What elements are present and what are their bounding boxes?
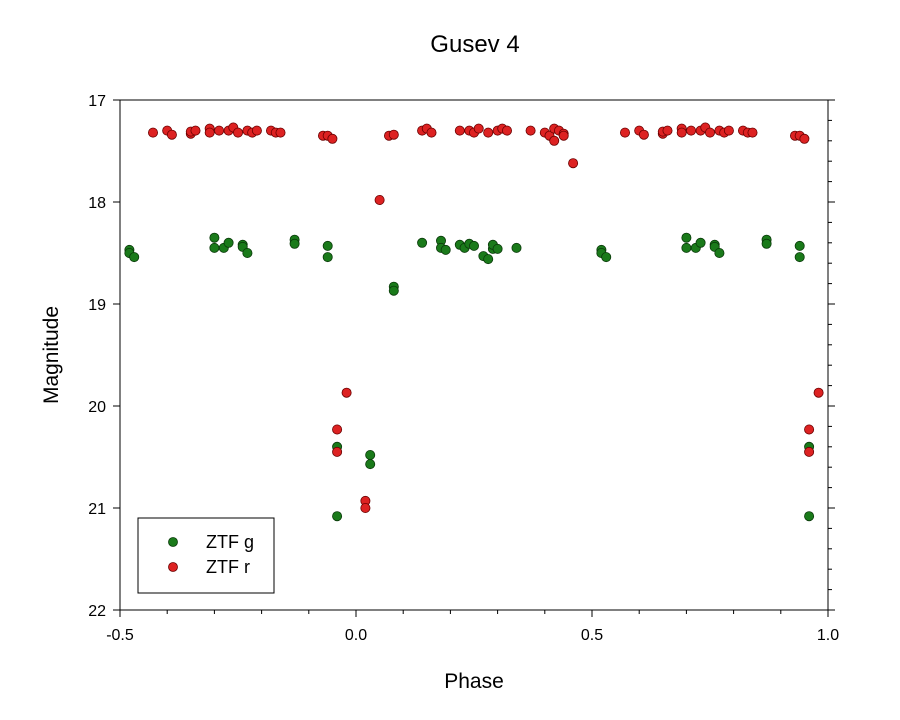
data-point (440, 244, 451, 255)
x-tick-label: 1.0 (817, 627, 839, 644)
data-point (147, 127, 158, 138)
x-axis-title: Phase (444, 670, 504, 693)
data-point (568, 158, 579, 169)
y-tick-label: 22 (88, 603, 106, 620)
data-point (388, 285, 399, 296)
axis-ticks: -0.5 0.0 0.5 1.0 17 18 19 20 21 22 (88, 93, 839, 644)
data-point (681, 232, 692, 243)
data-point (223, 237, 234, 248)
data-point (322, 240, 333, 251)
data-point (365, 449, 376, 460)
legend-box (137, 517, 275, 594)
data-point (695, 237, 706, 248)
data-point (804, 424, 815, 435)
x-tick-label: 0.0 (345, 627, 367, 644)
data-point (549, 135, 560, 146)
data-point (638, 129, 649, 140)
legend-label-ztf-g: ZTF g (206, 532, 254, 552)
data-point (473, 123, 484, 134)
data-point (794, 240, 805, 251)
legend-label-ztf-r: ZTF r (206, 557, 250, 577)
data-point (374, 194, 385, 205)
data-point (676, 127, 687, 138)
data-point (662, 125, 673, 136)
data-point (723, 125, 734, 136)
plot-points (124, 122, 824, 522)
chart-title: Gusev 4 (430, 31, 519, 58)
data-point (417, 237, 428, 248)
data-point (209, 232, 220, 243)
y-axis-title: Magnitude (40, 306, 63, 404)
data-point (327, 133, 338, 144)
data-point (799, 133, 810, 144)
data-point (714, 247, 725, 258)
data-point (747, 127, 758, 138)
data-point (166, 129, 177, 140)
data-point (492, 243, 503, 254)
data-point (483, 127, 494, 138)
y-tick-label: 18 (88, 195, 106, 212)
data-point (209, 242, 220, 253)
data-point (558, 130, 569, 141)
data-point (686, 125, 697, 136)
data-point (275, 127, 286, 138)
data-point (601, 252, 612, 263)
data-point (322, 252, 333, 263)
data-point (468, 240, 479, 251)
x-tick-label: 0.5 (581, 627, 603, 644)
legend-marker-ztf-r (168, 562, 178, 572)
data-point (214, 125, 225, 136)
data-point (388, 129, 399, 140)
data-point (620, 127, 631, 138)
data-point (454, 125, 465, 136)
y-tick-label: 20 (88, 399, 106, 416)
data-point (705, 127, 716, 138)
data-point (511, 242, 522, 253)
data-point (360, 502, 371, 513)
x-tick-label: -0.5 (106, 627, 134, 644)
data-point (525, 125, 536, 136)
data-point (204, 127, 215, 138)
data-point (804, 446, 815, 457)
legend-marker-ztf-g (168, 537, 178, 547)
data-point (804, 511, 815, 522)
data-point (190, 125, 201, 136)
data-point (242, 247, 253, 258)
data-point (813, 387, 824, 398)
y-tick-label: 19 (88, 297, 106, 314)
data-point (501, 125, 512, 136)
legend: ZTF g ZTF r (137, 517, 275, 594)
data-point (761, 238, 772, 249)
y-tick-label: 17 (88, 93, 106, 110)
data-point (426, 127, 437, 138)
data-point (365, 459, 376, 470)
y-tick-label: 21 (88, 501, 106, 518)
data-point (341, 387, 352, 398)
data-point (332, 424, 343, 435)
data-point (681, 242, 692, 253)
data-point (251, 125, 262, 136)
y-axis-title-group: Magnitude (40, 306, 63, 404)
data-point (129, 252, 140, 263)
data-point (794, 252, 805, 263)
series-ztf-g (124, 232, 815, 522)
series-ztf-r (147, 122, 824, 513)
data-point (332, 446, 343, 457)
data-point (232, 127, 243, 138)
data-point (483, 254, 494, 265)
plot-frame (119, 99, 829, 611)
data-point (332, 511, 343, 522)
data-point (289, 238, 300, 249)
